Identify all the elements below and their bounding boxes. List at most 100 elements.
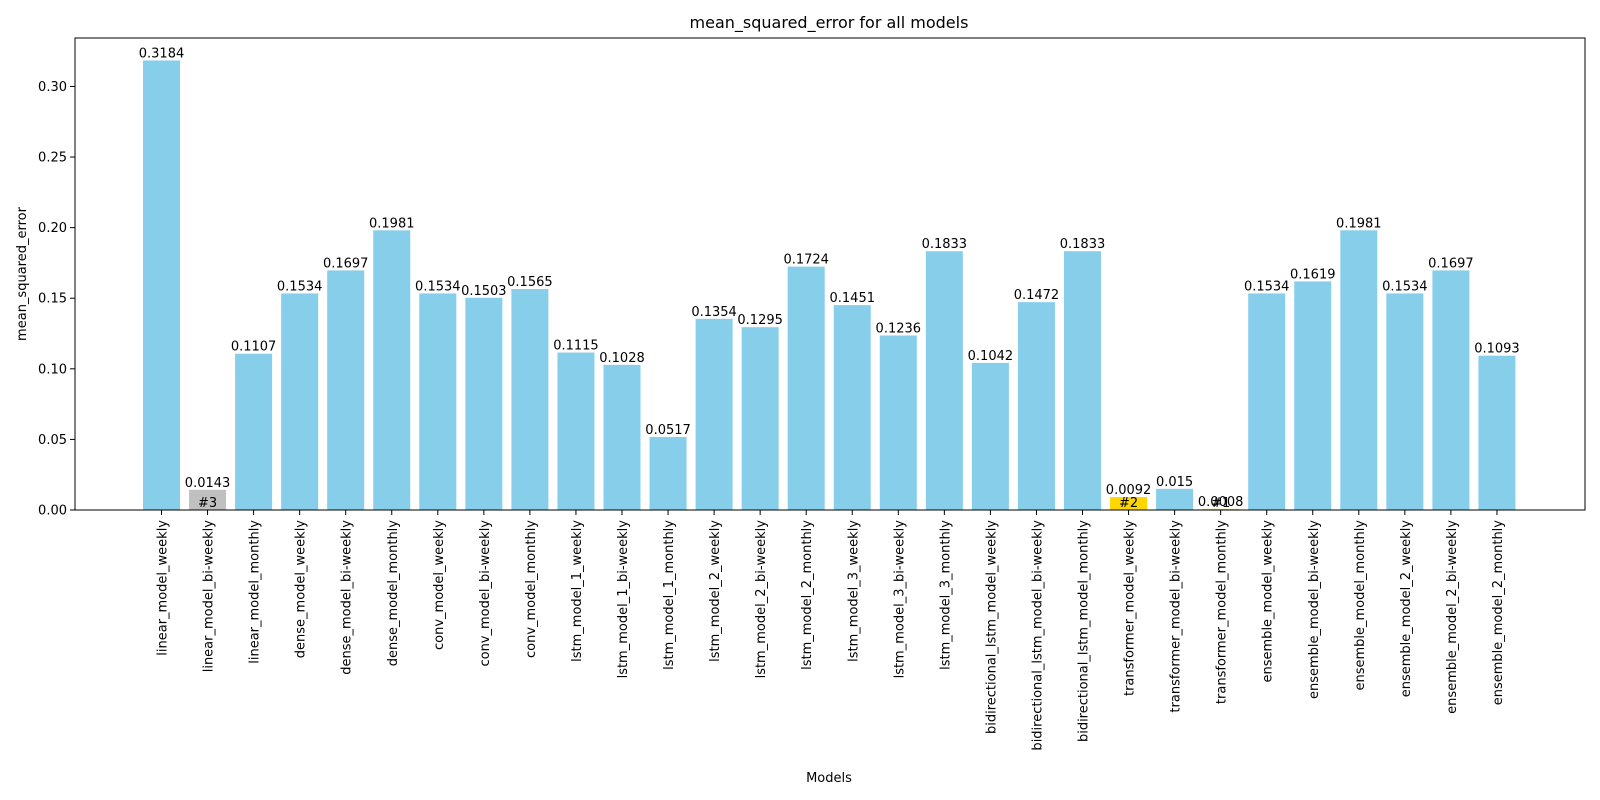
x-tick-label: ensemble_model_2_bi-weekly (1445, 520, 1460, 714)
chart-title: mean_squared_error for all models (690, 13, 969, 33)
x-tick-label: lstm_model_3_monthly (938, 520, 953, 670)
x-tick-label: linear_model_monthly (248, 520, 263, 664)
x-tick-label: dense_model_weekly (294, 520, 309, 659)
bar-value-label: 0.1534 (277, 279, 323, 294)
x-tick-label: lstm_model_2_bi-weekly (754, 520, 769, 679)
bar-linear_model_weekly (143, 60, 180, 511)
bar-value-label: 0.1354 (691, 305, 737, 320)
x-tick-label: conv_model_bi-weekly (478, 520, 493, 667)
x-tick-label: ensemble_model_weekly (1261, 520, 1276, 683)
bar-lstm_model_3_bi-weekly (879, 335, 917, 510)
bar-value-label: 0.1295 (737, 313, 783, 328)
x-tick-label: conv_model_monthly (524, 520, 539, 658)
x-tick-label: ensemble_model_2_weekly (1399, 520, 1414, 698)
bar-value-label: 0.1697 (323, 256, 369, 271)
bar-conv_model_monthly (511, 289, 549, 510)
x-tick-label: bidirectional_lstm_model_bi-weekly (1030, 520, 1045, 751)
x-tick-label: dense_model_monthly (386, 520, 401, 667)
y-tick-label: 0.15 (38, 292, 67, 307)
x-tick-label: lstm_model_3_weekly (846, 520, 861, 662)
y-tick-label: 0.05 (38, 433, 67, 448)
x-tick-label: transformer_model_bi-weekly (1169, 520, 1184, 713)
bar-value-label: 0.0092 (1106, 483, 1152, 498)
x-axis: linear_model_weekly linear_model_bi-weekl… (156, 510, 1506, 751)
bar-transformer_model_bi-weekly (1156, 488, 1194, 510)
bar-value-label: 0.3184 (139, 46, 185, 61)
bar-ensemble_model_weekly (1248, 293, 1286, 510)
bar-value-label: 0.1472 (1014, 288, 1060, 303)
bar-transformer_model_monthly (1202, 508, 1240, 510)
x-tick-label: lstm_model_2_monthly (800, 520, 815, 670)
x-tick-label: linear_model_weekly (156, 520, 171, 656)
x-tick-label: bidirectional_lstm_model_weekly (984, 520, 999, 734)
bar-lstm_model_2_weekly (695, 318, 733, 510)
bar-value-label: 0.1451 (830, 291, 876, 306)
bar-value-label: 0.1115 (553, 339, 599, 354)
bar-bidirectional_lstm_model_monthly (1064, 251, 1101, 510)
bar-dense_model_bi-weekly (327, 270, 365, 510)
x-tick-label: conv_model_weekly (432, 520, 447, 650)
x-tick-label: lstm_model_3_bi-weekly (892, 520, 907, 679)
bar-value-label: 0.1619 (1290, 267, 1336, 282)
x-tick-label: lstm_model_1_monthly (662, 520, 677, 670)
bar-value-label: 0.1107 (231, 340, 277, 355)
bar-value-label: 0.1534 (415, 279, 461, 294)
y-tick-label: 0.30 (38, 80, 67, 95)
bar-value-label: 0.1534 (1382, 279, 1428, 294)
y-tick-label: 0.10 (38, 362, 67, 377)
bar-conv_model_weekly (419, 293, 457, 510)
bar-lstm_model_1_weekly (557, 352, 595, 510)
rank-label: #1 (1211, 496, 1230, 511)
bar-lstm_model_2_monthly (787, 266, 825, 510)
bar-ensemble_model_2_weekly (1386, 293, 1424, 510)
bar-transformer_model_weekly (1110, 497, 1148, 510)
rank-label: #3 (198, 496, 217, 511)
x-axis-label: Models (806, 771, 852, 786)
bar-value-label: 0.1534 (1244, 279, 1290, 294)
x-tick-label: ensemble_model_bi-weekly (1307, 520, 1322, 699)
bar-value-label: 0.1833 (1060, 237, 1106, 252)
bar-ensemble_model_2_monthly (1478, 355, 1516, 510)
bar-lstm_model_2_bi-weekly (741, 327, 779, 510)
bar-lstm_model_1_monthly (649, 437, 687, 510)
bar-value-label: 0.0517 (645, 423, 691, 438)
x-tick-label: transformer_model_monthly (1215, 520, 1230, 704)
bar-value-label: 0.0008 (1198, 495, 1244, 510)
bar-value-label: 0.015 (1156, 475, 1193, 490)
bar-value-label: 0.1503 (461, 284, 507, 299)
bar-value-label: 0.1981 (369, 216, 415, 231)
plot-frame (74, 37, 1586, 511)
y-axis-label: mean_squared_error (15, 206, 30, 341)
bar-value-label: 0.1236 (876, 321, 922, 336)
x-tick-label: dense_model_bi-weekly (340, 520, 355, 675)
bar-lstm_model_3_monthly (925, 251, 963, 510)
bar-ensemble_model_monthly (1340, 230, 1378, 510)
bar-linear_model_bi-weekly (189, 489, 227, 510)
bar-lstm_model_3_weekly (833, 305, 871, 510)
x-tick-label: linear_model_bi-weekly (202, 520, 217, 673)
bar-lstm_model_1_bi-weekly (603, 364, 641, 510)
bar-linear_model_monthly (235, 353, 273, 510)
bar-value-label: 0.1565 (507, 275, 553, 290)
bar-value-label: 0.1028 (599, 351, 645, 366)
bar-value-label: 0.1093 (1474, 342, 1520, 357)
bar-conv_model_bi-weekly (465, 297, 503, 510)
bar-dense_model_monthly (373, 230, 411, 510)
bar-value-label: 0.1981 (1336, 216, 1382, 231)
y-tick-label: 0.25 (38, 151, 67, 166)
x-tick-label: ensemble_model_monthly (1353, 520, 1368, 691)
x-tick-label: ensemble_model_2_monthly (1491, 520, 1506, 706)
bar-bidirectional_lstm_model_bi-weekly (1017, 302, 1055, 510)
x-tick-label: transformer_model_weekly (1123, 520, 1138, 696)
bar-value-label: 0.0143 (185, 476, 231, 491)
bar-value-label: 0.1833 (922, 237, 968, 252)
y-tick-label: 0.20 (38, 221, 67, 236)
bar-bidirectional_lstm_model_weekly (971, 362, 1009, 510)
x-tick-label: lstm_model_1_bi-weekly (616, 520, 631, 679)
bar-value-label: 0.1042 (968, 349, 1014, 364)
x-tick-label: bidirectional_lstm_model_monthly (1077, 520, 1092, 742)
x-tick-label: lstm_model_2_weekly (708, 520, 723, 662)
bars-group: 0.31840.0143#30.11070.15340.16970.19810.… (139, 46, 1520, 511)
y-tick-label: 0.00 (38, 504, 67, 519)
